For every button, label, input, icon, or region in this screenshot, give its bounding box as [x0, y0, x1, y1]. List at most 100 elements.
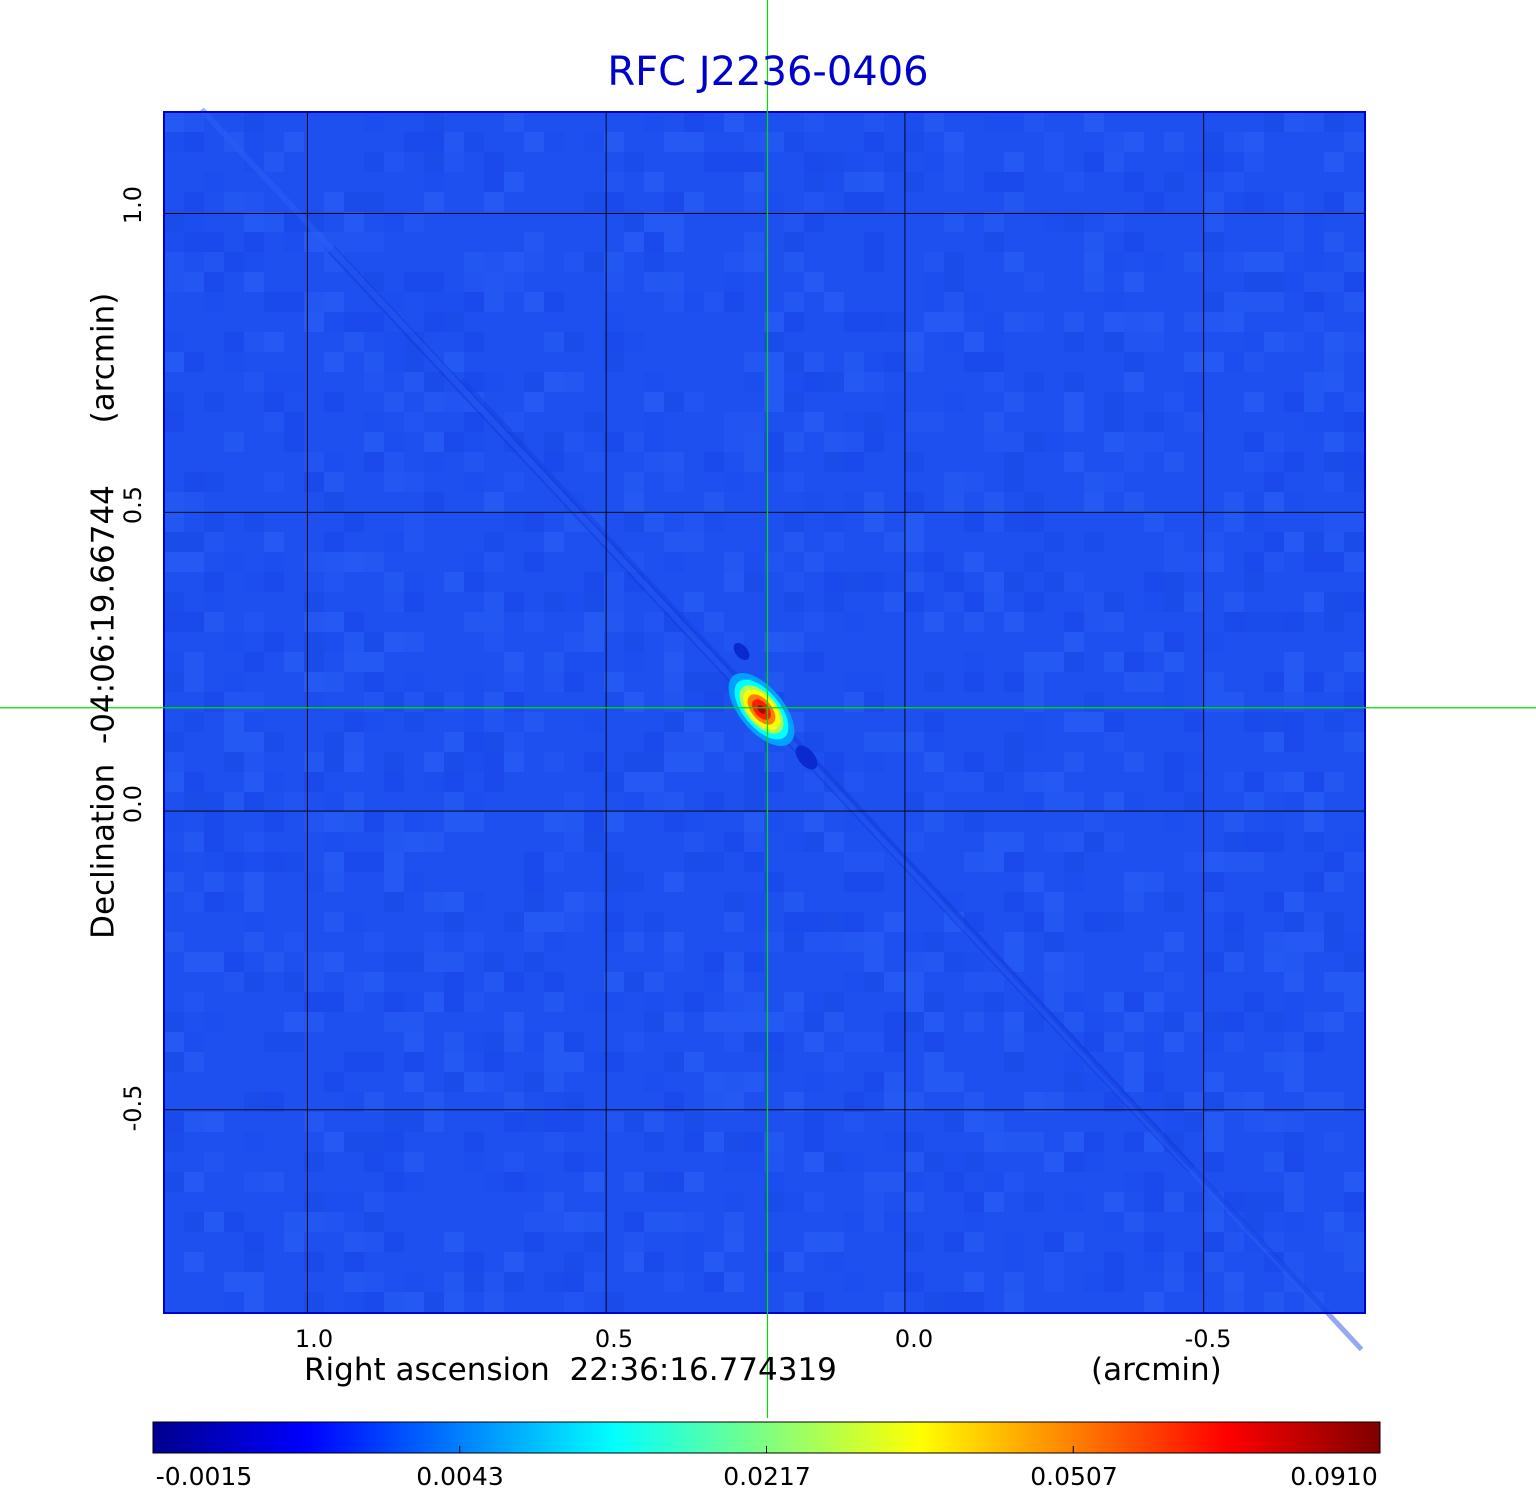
noise-cell — [1164, 1032, 1184, 1052]
noise-cell — [724, 1092, 744, 1112]
noise-cell — [1104, 592, 1124, 612]
noise-cell — [1124, 672, 1144, 692]
noise-cell — [584, 812, 604, 832]
noise-cell — [364, 1272, 384, 1292]
noise-cell — [524, 132, 544, 152]
noise-cell — [204, 292, 224, 312]
noise-cell — [924, 152, 944, 172]
noise-cell — [644, 1012, 664, 1032]
noise-cell — [224, 1292, 244, 1312]
noise-cell — [804, 272, 824, 292]
noise-cell — [1164, 632, 1184, 652]
noise-cell — [1024, 112, 1044, 132]
noise-cell — [504, 912, 524, 932]
noise-cell — [704, 1072, 724, 1092]
noise-cell — [164, 812, 184, 832]
noise-cell — [924, 312, 944, 332]
noise-cell — [564, 432, 584, 452]
noise-cell — [584, 1212, 604, 1232]
noise-cell — [944, 592, 964, 612]
noise-cell — [724, 112, 744, 132]
noise-cell — [564, 252, 584, 272]
noise-cell — [584, 712, 604, 732]
noise-cell — [1204, 852, 1224, 872]
y-axis-unit: (arcmin) — [85, 292, 122, 424]
noise-cell — [1264, 532, 1284, 552]
noise-cell — [1244, 572, 1264, 592]
noise-cell — [1024, 792, 1044, 812]
colorbar-ticks — [459, 1446, 1074, 1453]
noise-cell — [1244, 292, 1264, 312]
noise-cell — [244, 972, 264, 992]
noise-cell — [844, 1112, 864, 1132]
noise-cell — [664, 952, 684, 972]
noise-cell — [1204, 1212, 1224, 1232]
noise-cell — [624, 152, 644, 172]
noise-cell — [564, 1292, 584, 1312]
noise-cell — [784, 472, 804, 492]
noise-cell — [364, 432, 384, 452]
noise-cell — [1304, 1292, 1324, 1312]
noise-cell — [464, 292, 484, 312]
noise-cell — [824, 772, 844, 792]
colorbar-tick-label: 0.0507 — [1030, 1462, 1118, 1491]
noise-cell — [744, 1072, 764, 1092]
noise-cell — [1324, 412, 1344, 432]
noise-cell — [1304, 552, 1324, 572]
noise-cell — [404, 712, 424, 732]
noise-cell — [224, 1272, 244, 1292]
noise-cell — [844, 772, 864, 792]
noise-cell — [864, 972, 884, 992]
noise-cell — [804, 992, 824, 1012]
noise-cell — [624, 752, 644, 772]
noise-cell — [964, 1012, 984, 1032]
noise-cell — [384, 432, 404, 452]
noise-cell — [464, 672, 484, 692]
noise-cell — [1004, 1132, 1024, 1152]
noise-cell — [184, 1212, 204, 1232]
noise-cell — [1204, 632, 1224, 652]
noise-cell — [184, 192, 204, 212]
noise-cell — [824, 172, 844, 192]
noise-cell — [524, 292, 544, 312]
noise-cell — [1284, 192, 1304, 212]
noise-cell — [1084, 112, 1104, 132]
noise-cell — [664, 232, 684, 252]
noise-cell — [904, 332, 924, 352]
noise-cell — [1084, 152, 1104, 172]
noise-cell — [1224, 312, 1244, 332]
noise-cell — [884, 1092, 904, 1112]
noise-cell — [344, 992, 364, 1012]
noise-cell — [304, 992, 324, 1012]
noise-cell — [1184, 392, 1204, 412]
noise-cell — [644, 232, 664, 252]
noise-cell — [324, 1072, 344, 1092]
noise-cell — [524, 1212, 544, 1232]
noise-cell — [244, 572, 264, 592]
noise-cell — [1104, 472, 1124, 492]
noise-cell — [1264, 492, 1284, 512]
noise-cell — [824, 832, 844, 852]
noise-cell — [1284, 652, 1304, 672]
noise-cell — [764, 1252, 784, 1272]
noise-cell — [584, 132, 604, 152]
noise-cell — [964, 972, 984, 992]
noise-cell — [1284, 1152, 1304, 1172]
noise-cell — [164, 212, 184, 232]
noise-cell — [644, 1212, 664, 1232]
noise-cell — [404, 812, 424, 832]
noise-cell — [224, 972, 244, 992]
image-frame — [163, 111, 1366, 1314]
noise-cell — [304, 652, 324, 672]
noise-cell — [224, 632, 244, 652]
noise-cell — [224, 552, 244, 572]
noise-cell — [1224, 192, 1244, 212]
noise-cell — [1324, 432, 1344, 452]
noise-cell — [744, 372, 764, 392]
noise-cell — [444, 572, 464, 592]
noise-cell — [584, 452, 604, 472]
noise-cell — [1104, 252, 1124, 272]
noise-cell — [384, 892, 404, 912]
noise-cell — [1164, 1252, 1184, 1272]
noise-cell — [164, 872, 184, 892]
